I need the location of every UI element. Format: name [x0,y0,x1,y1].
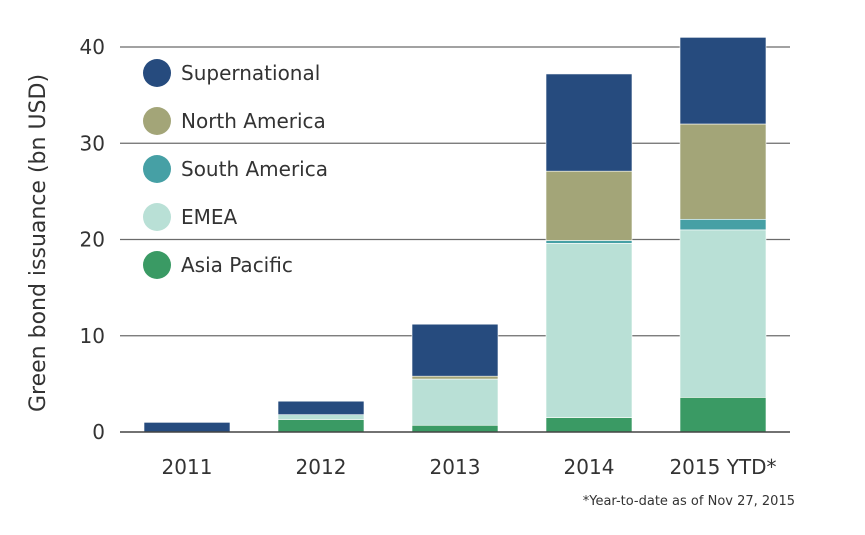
bar-segment-north-america [411,375,499,380]
legend-label: South America [181,157,328,181]
bar-segment-south-america [545,240,633,244]
footnote: *Year-to-date as of Nov 27, 2015 [582,494,795,509]
y-axis-label: Green bond issuance (bn USD) [26,74,51,412]
y-tick-label: 30 [80,131,105,155]
legend-label: North America [181,109,326,133]
legend-swatch [143,251,171,279]
y-tick-label: 20 [80,228,105,252]
bar-segment-emea [545,243,633,418]
bar-segment-supernational [545,73,633,172]
bars [143,37,767,433]
bar-segment-emea [679,229,767,398]
legend-label: Supernational [181,61,320,85]
bar-segment-asia-pacific [545,417,633,433]
bar-segment-supernational [411,323,499,377]
y-tick-label: 40 [80,35,105,59]
axes: 0 10 20 30 40 2011 2012 2013 2014 2015 YTD* [80,35,790,479]
legend: Supernational North America South America E… [143,59,328,279]
bar-segment-asia-pacific [411,424,499,433]
bar-segment-supernational [143,422,231,433]
y-tick-label: 0 [92,420,105,444]
x-tick-label: 2013 [430,455,481,479]
bar-segment-asia-pacific [679,397,767,433]
y-tick-label: 10 [80,324,105,348]
bar-segment-supernational [277,400,365,415]
legend-swatch [143,203,171,231]
legend-swatch [143,155,171,183]
bar-segment-south-america [679,218,767,231]
x-tick-label: 2014 [564,455,615,479]
x-tick-label: 2011 [162,455,213,479]
bar-segment-asia-pacific [277,419,365,433]
bar-segment-emea [411,378,499,426]
legend-swatch [143,107,171,135]
bar-segment-north-america [679,123,767,220]
bar-segment-north-america [545,170,633,241]
x-tick-label: 2015 YTD* [669,455,776,479]
legend-label: Asia Pacific [181,253,293,277]
bar-segment-emea [277,414,365,420]
legend-swatch [143,59,171,87]
x-tick-label: 2012 [296,455,347,479]
bar-segment-supernational [679,37,767,125]
legend-label: EMEA [181,205,238,229]
